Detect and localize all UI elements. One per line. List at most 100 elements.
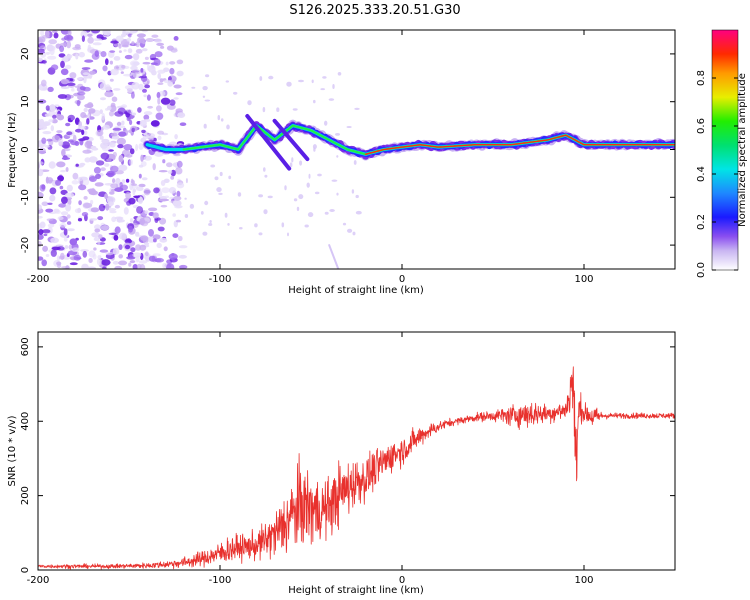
spectrogram-noise-blob — [126, 87, 134, 93]
snr-series-line — [38, 366, 675, 570]
snr-x-tick-label: -100 — [209, 575, 232, 586]
spectrogram-noise-blob — [81, 35, 85, 42]
spectrogram-noise-blob — [91, 147, 99, 151]
colorbar-scale — [711, 29, 739, 271]
spectrogram-noise-blob — [106, 141, 113, 146]
spectrogram-noise-blob — [74, 141, 80, 146]
spectrogram-noise-blob — [115, 35, 124, 42]
spectrogram-x-tick-label: -100 — [209, 274, 232, 285]
spectrogram-noise-blob — [100, 225, 110, 231]
spectrogram-noise-blob — [93, 166, 101, 174]
spectrogram-noise-blob — [113, 234, 119, 241]
spectrogram-noise-blob — [138, 260, 148, 264]
spectrogram-noise-blob — [162, 159, 166, 164]
spectrogram-noise-blob — [139, 244, 147, 251]
spectrogram-noise-blob — [100, 142, 108, 149]
spectrogram-noise-blob — [96, 34, 104, 40]
spectrogram-noise-blob — [83, 75, 87, 84]
spectrogram-noise-blob — [160, 97, 171, 105]
spectrogram-noise-blob — [60, 60, 65, 69]
spectrogram-noise-blob — [298, 79, 304, 83]
spectrogram-noise-blob — [60, 211, 69, 216]
spectrogram-noise-blob — [220, 118, 224, 122]
spectrogram-noise-blob — [45, 105, 50, 111]
spectrogram-noise-blob — [335, 133, 340, 136]
spectrogram-noise-blob — [203, 123, 207, 129]
spectrogram-noise-blob — [41, 259, 47, 267]
spectrogram-noise-blob — [73, 254, 82, 261]
spectrogram-noise-blob — [100, 51, 107, 58]
spectrogram-noise-blob — [132, 53, 140, 61]
spectrogram-noise-blob — [159, 78, 164, 83]
spectrogram-noise-blob — [46, 44, 54, 52]
snr-y-tick-label: 0 — [20, 567, 31, 573]
snr-x-tick-label: 100 — [574, 575, 593, 586]
spectrogram-noise-blob — [98, 203, 106, 212]
spectrogram-noise-blob — [61, 148, 66, 157]
spectrogram-noise-blob — [227, 223, 230, 226]
spectrogram-noise-blob — [75, 128, 83, 133]
snr-ticks: -200 -100 0 100 0 200 400 600 — [20, 332, 675, 586]
spectrogram-noise-blob — [164, 195, 170, 199]
spectrogram-noise-blob — [47, 55, 57, 60]
colorbar-tick-label: 0.2 — [696, 214, 707, 230]
spectrogram-noise-blob — [80, 112, 87, 119]
spectrogram-noise-blob — [172, 233, 179, 239]
spectrogram-noise-blob — [51, 30, 58, 33]
spectrogram-noise-blob — [130, 65, 138, 71]
spectrogram-noise-blob — [152, 253, 161, 257]
spectrogram-noise-blob — [152, 163, 156, 171]
spectrogram-noise-blob — [138, 183, 146, 188]
spectrogram-noise-blob — [83, 202, 93, 209]
spectrogram-noise-blob — [52, 114, 57, 119]
spectrogram-noise-blob — [298, 194, 304, 200]
spectrogram-noise-blob — [157, 198, 163, 202]
spectrogram-noise-blob — [125, 178, 130, 183]
spectrogram-noise-blob — [57, 216, 64, 221]
spectrogram-noise-blob — [174, 134, 178, 140]
spectrogram-noise-blob — [118, 244, 123, 251]
spectrogram-noise-blob — [116, 105, 126, 109]
spectrogram-noise-blob — [81, 67, 91, 70]
spectrogram-noise-blob — [116, 121, 122, 127]
spectrogram-noise-blob — [110, 165, 119, 173]
spectrogram-noise-blob — [342, 222, 347, 226]
spectrogram-noise-blob — [121, 179, 126, 184]
spectrogram-noise-blob — [66, 228, 75, 232]
spectrogram-noise-blob — [143, 242, 150, 245]
spectrogram-noise-blob — [107, 201, 114, 207]
spectrogram-noise-blob — [168, 187, 177, 194]
snr-y-tick-label: 400 — [20, 412, 31, 431]
spectrogram-noise-blob — [71, 88, 75, 92]
spectrogram-noise-blob — [179, 122, 187, 126]
spectrogram-noise-blob — [75, 53, 79, 60]
spectrogram-noise-blob — [89, 70, 96, 75]
spectrogram-noise-blob — [157, 226, 165, 232]
spectrogram-noise-blob — [141, 30, 149, 33]
spectrogram-noise-blob — [145, 38, 155, 42]
colorbar-tick-label: 0.6 — [696, 118, 707, 134]
spectrogram-noise-blob — [60, 68, 69, 76]
spectrogram-noise-blob — [150, 62, 158, 65]
spectrogram-noise-blob — [112, 178, 116, 184]
spectrogram-noise-blob — [156, 91, 161, 99]
spectrogram-noise-blob — [299, 160, 303, 166]
spectrogram-noise-blob — [239, 227, 243, 230]
spectrogram-noise-blob — [217, 115, 221, 121]
spectrogram-noise-blob — [96, 129, 104, 137]
spectrogram-noise-blob — [55, 179, 61, 186]
spectrogram-noise-blob — [66, 131, 73, 136]
spectrogram-noise-blob — [176, 160, 183, 168]
spectrogram-noise-blob — [173, 84, 182, 89]
spectrogram-noise-blob — [80, 249, 89, 252]
spectrogram-noise-blob — [38, 38, 44, 42]
spectrogram-noise-blob — [109, 50, 116, 53]
spectrogram-noise-blob — [143, 94, 147, 98]
colorbar-tick-label: 0.4 — [696, 166, 707, 182]
spectrogram-noise-blob — [65, 204, 72, 212]
spectrogram-noise-blob — [226, 124, 230, 130]
spectrogram-noise-blob — [92, 253, 97, 260]
spectrogram-noise-blob — [209, 220, 212, 223]
spectrogram-noise-blob — [147, 105, 154, 109]
colorbar-label: Normalized spectral amplitude — [737, 73, 748, 227]
